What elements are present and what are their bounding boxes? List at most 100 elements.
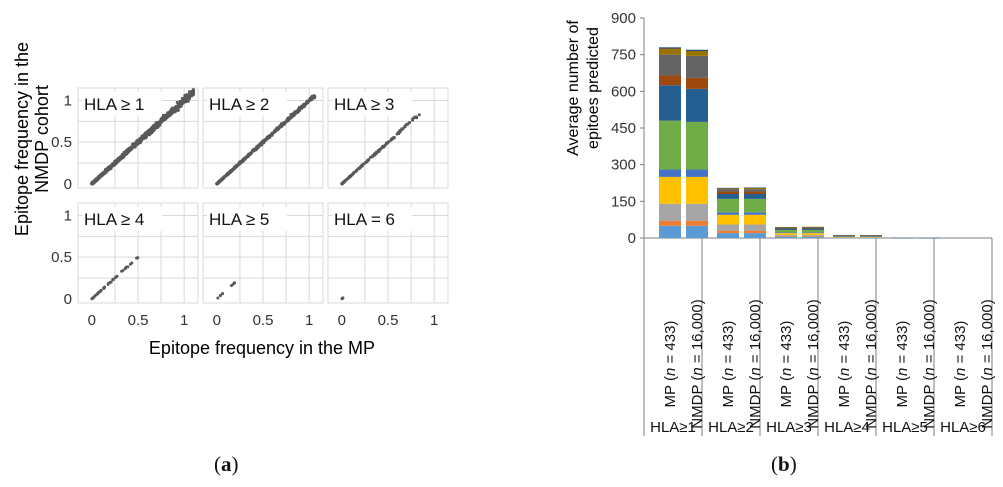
bar-segment: [659, 47, 681, 49]
scatter-point: [252, 148, 256, 152]
scatter-point: [236, 163, 240, 167]
bar-category-label: NMDP (n = 16,000): [747, 299, 764, 428]
bar-segment: [744, 189, 766, 192]
scatter-xtick-label: 0: [213, 312, 221, 329]
scatter-xtick-label: 1: [430, 312, 438, 329]
scatter-subplot: 0 0.5 1 HLA ≥ 5: [202, 202, 324, 329]
scatter-points: [216, 281, 237, 300]
bar-segment: [686, 225, 708, 238]
scatter-point: [142, 134, 146, 138]
bar-segment: [775, 227, 797, 229]
bar-label-part: n: [747, 367, 764, 375]
scatter-point: [356, 167, 360, 171]
scatter-point: [218, 294, 222, 298]
scatter-point: [275, 128, 279, 132]
bar-segment: [659, 85, 681, 121]
bar-segment: [717, 214, 739, 225]
scatter-point: [98, 175, 102, 179]
scatter-point: [228, 169, 232, 173]
bar-segment: [802, 229, 824, 233]
scatter-point: [95, 177, 99, 181]
bar-segment: [833, 236, 855, 237]
bar-label-part: MP (: [720, 376, 737, 407]
bar-segment: [744, 214, 766, 225]
scatter-ytick-label: 1: [64, 93, 72, 110]
bar-segment: [717, 224, 739, 231]
bar-segment: [659, 225, 681, 238]
bar-segment: [659, 120, 681, 170]
bar-label-part: NMDP (: [689, 376, 706, 429]
bar-category-label: MP (n = 433): [952, 321, 969, 408]
subplot-title: HLA ≥ 1: [84, 95, 144, 114]
bar-segment: [744, 212, 766, 215]
scatter-point: [344, 178, 348, 182]
bar-label-part: n: [689, 367, 706, 375]
panel-a-caption: (a): [214, 452, 239, 476]
bar-segment: [659, 169, 681, 177]
scatter-point: [397, 132, 401, 136]
bar-segment: [717, 212, 739, 215]
bar-segment: [686, 88, 708, 122]
bar-category-label: MP (n = 433): [720, 321, 737, 408]
subplot-title: HLA ≥ 4: [84, 210, 144, 229]
bar-ytick-label: 600: [611, 83, 636, 100]
bar-label-part: n: [894, 368, 911, 376]
bar-segment: [686, 77, 708, 89]
scatter-point: [406, 122, 410, 126]
scatter-subplot: HLA ≥ 2: [202, 87, 324, 189]
bar-category-label: NMDP (n = 16,000): [921, 299, 938, 428]
panel-b-caption: (b): [771, 452, 797, 476]
bar-segment: [833, 237, 855, 238]
scatter-ylabel-line2: NMDP cohort: [32, 85, 52, 193]
subplot-title-bg: [207, 207, 287, 231]
bar-segment: [686, 169, 708, 177]
bar-segment: [833, 235, 855, 236]
bar-label-part: n: [979, 367, 996, 375]
scatter-point: [147, 129, 151, 133]
bar-label-part: = 16,000): [979, 299, 996, 367]
bar-segment: [802, 236, 824, 238]
scatter-point: [256, 144, 260, 148]
bar-segment: [802, 232, 824, 234]
bar-category-label: NMDP (n = 16,000): [805, 299, 822, 428]
scatter-point: [151, 129, 155, 133]
scatter-point: [149, 126, 153, 130]
bar-label-part: n: [720, 368, 737, 376]
scatter-points: [340, 113, 421, 186]
bar-category-label: NMDP (n = 16,000): [863, 299, 880, 428]
bar-segment: [686, 203, 708, 221]
bar-category-label: NMDP (n = 16,000): [689, 299, 706, 428]
bar-segment: [775, 236, 797, 238]
bar-label-part: = 433): [662, 321, 679, 368]
scatter-point: [159, 121, 163, 125]
scatter-ytick-label: 0.5: [51, 134, 72, 151]
bar-segment: [775, 229, 797, 233]
subplot-title: HLA = 6: [334, 210, 395, 229]
scatter-point: [120, 154, 124, 158]
scatter-point: [183, 97, 187, 101]
scatter-point: [400, 127, 404, 131]
bar-label-part: = 16,000): [747, 299, 764, 367]
bar-label-part: = 16,000): [689, 299, 706, 367]
scatter-point: [273, 129, 277, 133]
scatter-point: [281, 122, 285, 126]
scatter-point: [135, 142, 139, 146]
scatter-point: [102, 286, 106, 290]
bar-segment: [717, 230, 739, 234]
scatter-point: [226, 171, 230, 175]
bar-label-part: = 433): [952, 321, 969, 368]
bar-label-part: MP (: [894, 376, 911, 407]
scatter-subplot: HLA ≥ 3: [327, 87, 449, 189]
bar-label-part: n: [863, 367, 880, 375]
scatter-point: [111, 278, 115, 282]
bar-segment: [775, 237, 797, 238]
subplot-title-bg: [82, 92, 162, 116]
scatter-point: [113, 161, 117, 165]
bar-label-part: = 433): [894, 321, 911, 368]
scatter-point: [221, 292, 225, 296]
scatter-point: [391, 137, 395, 141]
bar-label-part: = 16,000): [863, 299, 880, 367]
bar-segment: [659, 220, 681, 226]
